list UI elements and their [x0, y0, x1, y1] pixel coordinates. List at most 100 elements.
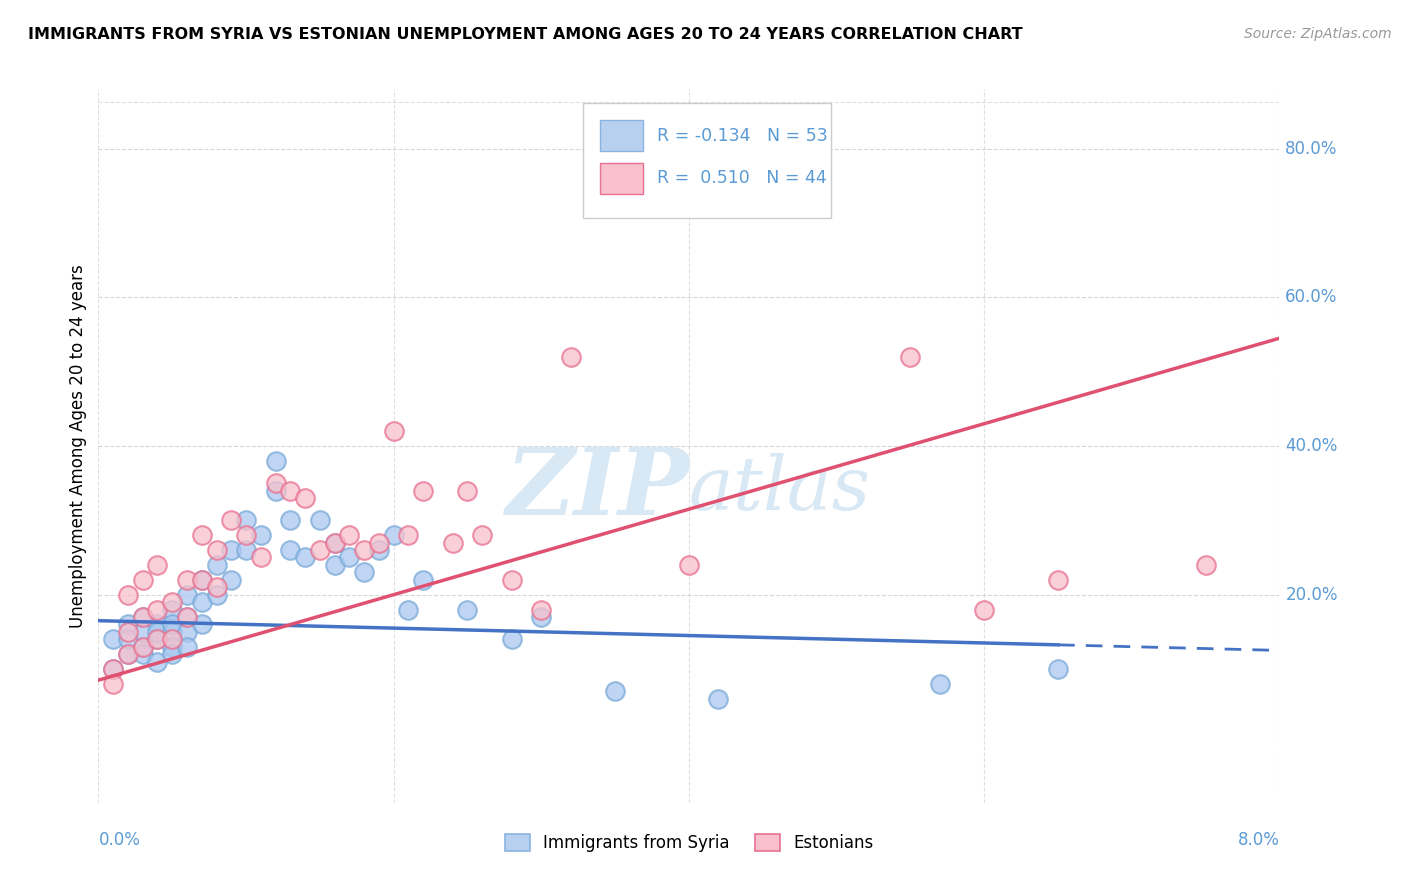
- Point: [176, 640, 198, 654]
- Point: [605, 684, 627, 698]
- Point: [103, 662, 124, 676]
- Point: [162, 624, 183, 639]
- Point: [678, 558, 700, 572]
- Point: [250, 528, 273, 542]
- Text: Source: ZipAtlas.com: Source: ZipAtlas.com: [1244, 27, 1392, 41]
- Point: [530, 610, 553, 624]
- Point: [162, 632, 183, 647]
- Point: [278, 513, 301, 527]
- Point: [382, 424, 405, 438]
- Point: [278, 543, 301, 558]
- Point: [219, 543, 242, 558]
- Point: [1046, 662, 1069, 676]
- Point: [1046, 573, 1069, 587]
- Point: [146, 617, 169, 632]
- FancyBboxPatch shape: [600, 162, 643, 194]
- Point: [308, 543, 332, 558]
- Point: [456, 483, 478, 498]
- Point: [501, 573, 523, 587]
- Text: 0.0%: 0.0%: [98, 831, 141, 849]
- Point: [146, 632, 169, 647]
- Point: [191, 528, 214, 542]
- Point: [928, 677, 950, 691]
- Point: [264, 476, 287, 491]
- Text: 80.0%: 80.0%: [1285, 140, 1337, 158]
- Point: [162, 602, 183, 616]
- Text: R = -0.134   N = 53: R = -0.134 N = 53: [657, 127, 828, 145]
- Legend: Immigrants from Syria, Estonians: Immigrants from Syria, Estonians: [498, 827, 880, 859]
- Text: atlas: atlas: [689, 452, 872, 525]
- FancyBboxPatch shape: [600, 120, 643, 152]
- Point: [191, 595, 214, 609]
- Point: [337, 550, 360, 565]
- Point: [191, 573, 214, 587]
- Point: [146, 558, 169, 572]
- Point: [382, 528, 405, 542]
- Point: [264, 454, 287, 468]
- Point: [117, 632, 139, 647]
- Point: [162, 647, 183, 661]
- Point: [162, 617, 183, 632]
- Point: [132, 640, 155, 654]
- Point: [176, 624, 198, 639]
- Text: R =  0.510   N = 44: R = 0.510 N = 44: [657, 169, 827, 187]
- Point: [264, 483, 287, 498]
- Point: [176, 610, 198, 624]
- Point: [117, 588, 139, 602]
- Point: [146, 624, 169, 639]
- Point: [162, 640, 183, 654]
- Point: [132, 640, 155, 654]
- Point: [146, 632, 169, 647]
- Point: [456, 602, 478, 616]
- Point: [191, 617, 214, 632]
- Point: [103, 632, 124, 647]
- Point: [530, 602, 553, 616]
- Point: [146, 602, 169, 616]
- Point: [353, 566, 375, 580]
- Point: [219, 573, 242, 587]
- Point: [471, 528, 494, 542]
- Point: [146, 655, 169, 669]
- Point: [560, 350, 582, 364]
- Text: 40.0%: 40.0%: [1285, 437, 1337, 455]
- Point: [191, 573, 214, 587]
- Point: [353, 543, 375, 558]
- Point: [132, 624, 155, 639]
- Point: [205, 580, 228, 594]
- Point: [132, 573, 155, 587]
- Point: [501, 632, 523, 647]
- Point: [250, 550, 273, 565]
- Text: ZIP: ZIP: [505, 444, 689, 533]
- Point: [323, 535, 346, 549]
- Point: [103, 662, 124, 676]
- Point: [367, 535, 389, 549]
- Point: [707, 691, 730, 706]
- Point: [205, 558, 228, 572]
- Text: IMMIGRANTS FROM SYRIA VS ESTONIAN UNEMPLOYMENT AMONG AGES 20 TO 24 YEARS CORRELA: IMMIGRANTS FROM SYRIA VS ESTONIAN UNEMPL…: [28, 27, 1022, 42]
- Point: [235, 543, 257, 558]
- FancyBboxPatch shape: [582, 103, 831, 218]
- Point: [412, 573, 434, 587]
- Point: [1194, 558, 1216, 572]
- Point: [117, 647, 139, 661]
- Point: [117, 624, 139, 639]
- Point: [412, 483, 434, 498]
- Point: [162, 595, 183, 609]
- Point: [132, 647, 155, 661]
- Point: [205, 588, 228, 602]
- Point: [278, 483, 301, 498]
- Text: 60.0%: 60.0%: [1285, 288, 1337, 306]
- Point: [235, 513, 257, 527]
- Point: [117, 647, 139, 661]
- Point: [367, 543, 389, 558]
- Point: [898, 350, 921, 364]
- Point: [973, 602, 995, 616]
- Point: [132, 610, 155, 624]
- Point: [132, 610, 155, 624]
- Point: [205, 543, 228, 558]
- Point: [323, 558, 346, 572]
- Point: [176, 588, 198, 602]
- Point: [294, 550, 316, 565]
- Y-axis label: Unemployment Among Ages 20 to 24 years: Unemployment Among Ages 20 to 24 years: [69, 264, 87, 628]
- Point: [235, 528, 257, 542]
